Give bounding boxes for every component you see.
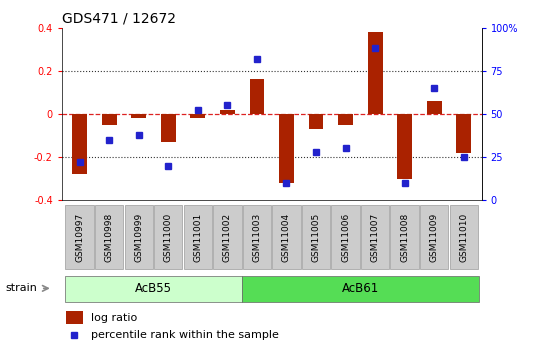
Text: GSM10998: GSM10998 (105, 213, 114, 262)
Text: GSM10999: GSM10999 (134, 213, 143, 262)
Bar (131, 114, 146, 118)
Text: percentile rank within the sample: percentile rank within the sample (91, 331, 279, 340)
FancyBboxPatch shape (272, 205, 301, 269)
Text: GSM11007: GSM11007 (371, 213, 380, 262)
FancyBboxPatch shape (331, 205, 360, 269)
Text: AcB61: AcB61 (342, 282, 379, 295)
FancyBboxPatch shape (124, 205, 153, 269)
Text: strain: strain (5, 283, 37, 293)
FancyBboxPatch shape (302, 205, 330, 269)
Bar (161, 114, 175, 142)
Bar (368, 32, 383, 114)
Text: GSM11006: GSM11006 (341, 213, 350, 262)
Text: GSM11010: GSM11010 (459, 213, 468, 262)
Text: GSM10997: GSM10997 (75, 213, 84, 262)
Text: AcB55: AcB55 (135, 282, 172, 295)
Bar (279, 114, 294, 183)
Bar (66, 311, 83, 324)
FancyBboxPatch shape (213, 205, 242, 269)
Bar (250, 79, 264, 114)
Bar (309, 114, 323, 129)
FancyBboxPatch shape (361, 205, 390, 269)
Bar (102, 114, 117, 125)
Text: GSM11001: GSM11001 (193, 213, 202, 262)
Bar (427, 101, 442, 114)
Text: GSM11009: GSM11009 (430, 213, 438, 262)
Text: GSM11003: GSM11003 (252, 213, 261, 262)
FancyBboxPatch shape (154, 205, 182, 269)
Bar (190, 114, 205, 118)
Text: GSM11000: GSM11000 (164, 213, 173, 262)
FancyBboxPatch shape (450, 205, 478, 269)
FancyBboxPatch shape (242, 276, 479, 302)
FancyBboxPatch shape (66, 205, 94, 269)
Text: log ratio: log ratio (91, 313, 138, 323)
Bar (72, 114, 87, 174)
Bar (397, 114, 412, 179)
Bar (456, 114, 471, 152)
Text: GSM11008: GSM11008 (400, 213, 409, 262)
Text: GSM11004: GSM11004 (282, 213, 291, 262)
FancyBboxPatch shape (95, 205, 123, 269)
Text: GDS471 / 12672: GDS471 / 12672 (62, 11, 176, 25)
FancyBboxPatch shape (243, 205, 271, 269)
FancyBboxPatch shape (391, 205, 419, 269)
FancyBboxPatch shape (420, 205, 448, 269)
Text: GSM11002: GSM11002 (223, 213, 232, 262)
Bar (338, 114, 353, 125)
Text: GSM11005: GSM11005 (312, 213, 321, 262)
FancyBboxPatch shape (183, 205, 212, 269)
Bar (220, 110, 235, 114)
FancyBboxPatch shape (65, 276, 242, 302)
